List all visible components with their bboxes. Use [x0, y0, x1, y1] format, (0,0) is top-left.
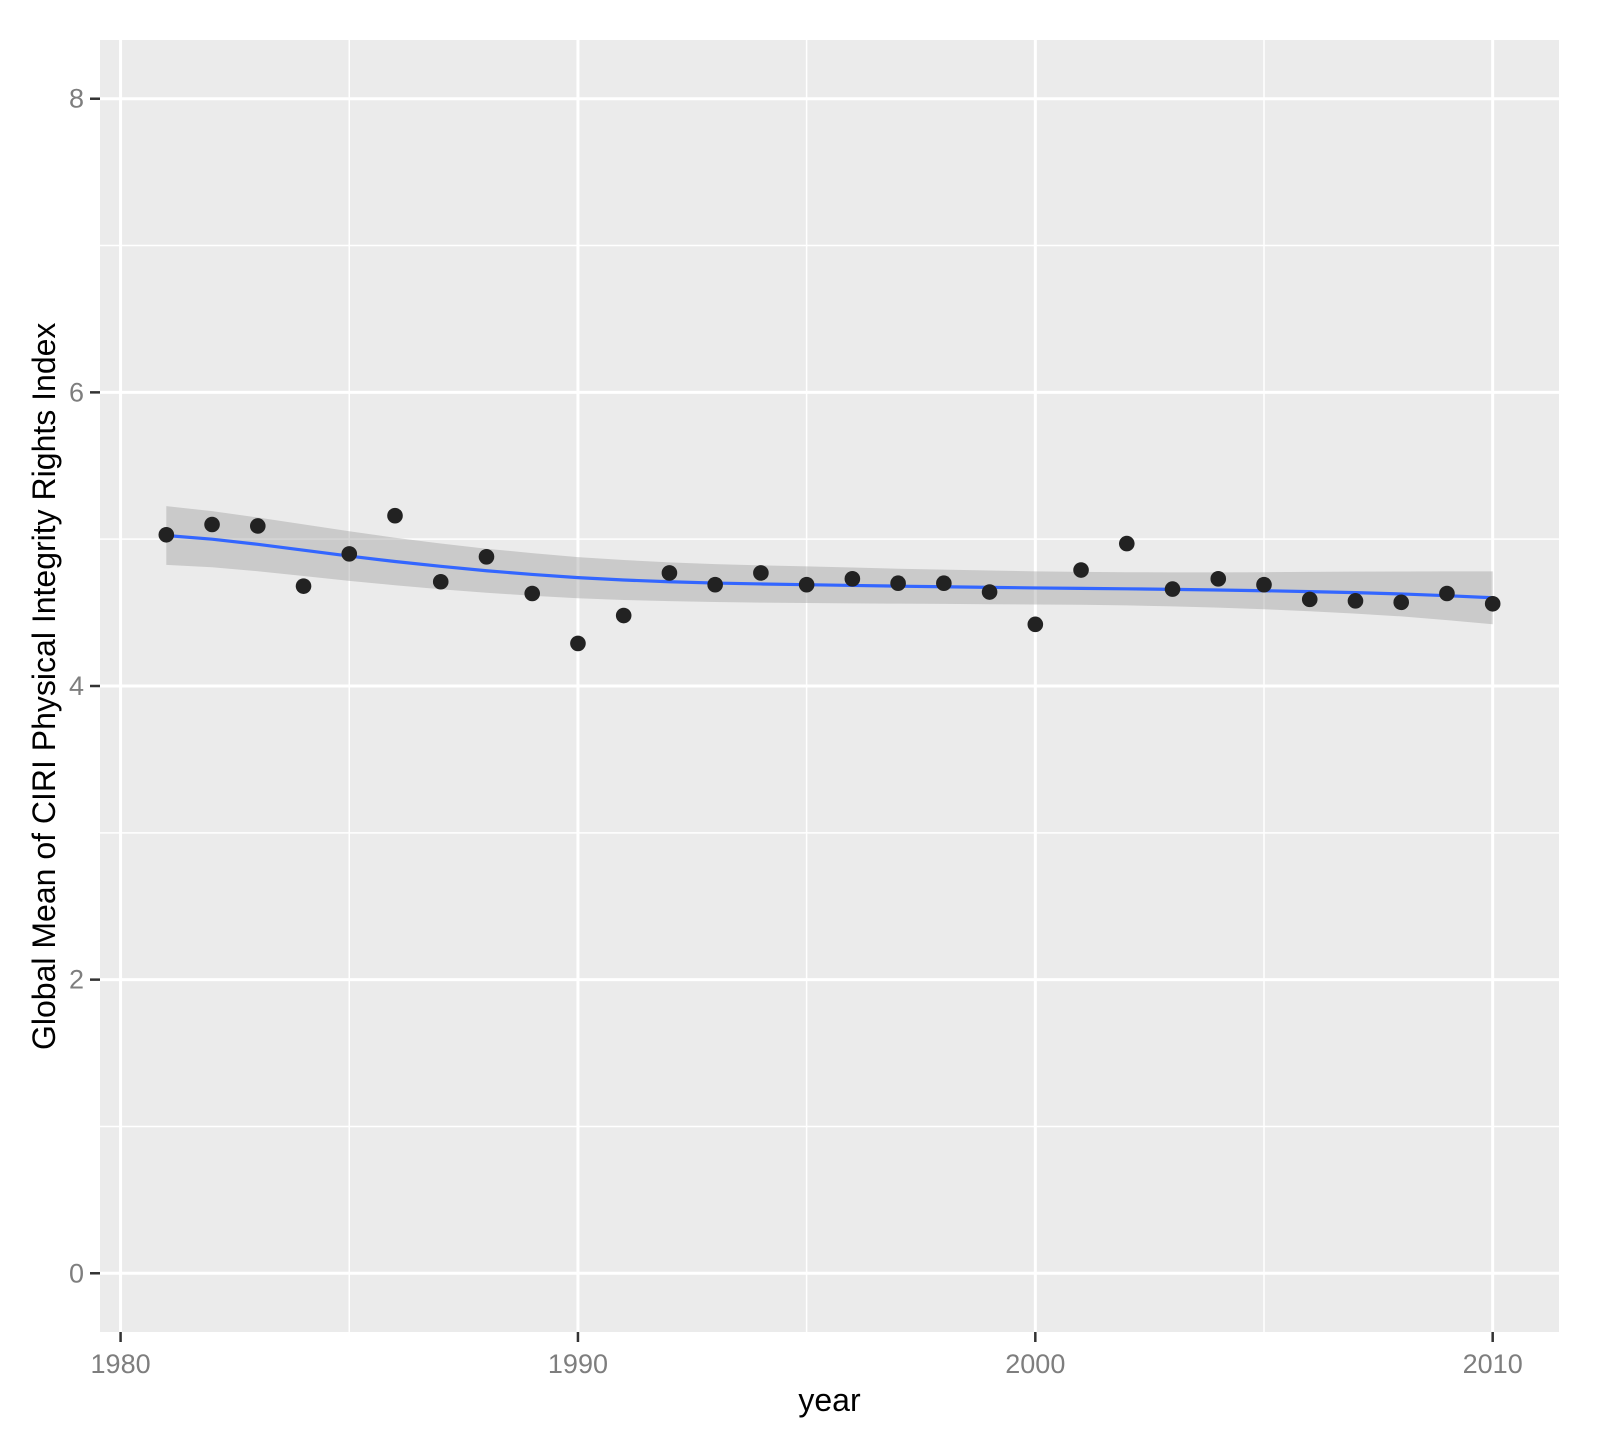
data-point-1998 [936, 575, 952, 592]
y-axis-title: Global Mean of CIRI Physical Integrity R… [26, 322, 62, 1050]
data-point-2002 [1118, 535, 1135, 552]
data-point-2007 [1347, 593, 1364, 609]
y-tick-label: 6 [69, 377, 84, 407]
data-point-1988 [478, 549, 495, 565]
data-point-1986 [387, 507, 403, 524]
data-point-2000 [1027, 616, 1044, 633]
x-axis-title: year [798, 1382, 861, 1418]
x-tick-label: 2010 [1463, 1349, 1523, 1379]
data-point-2004 [1210, 571, 1227, 587]
x-tick-label: 1980 [91, 1349, 151, 1379]
data-point-2003 [1164, 581, 1181, 597]
y-tick-label: 8 [69, 84, 84, 114]
data-point-1984 [295, 578, 312, 594]
data-point-1981 [158, 526, 175, 543]
data-point-1991 [615, 607, 632, 624]
y-tick-label: 0 [69, 1258, 84, 1288]
y-tick-label: 2 [69, 965, 84, 995]
data-point-1992 [661, 565, 678, 581]
data-point-2005 [1256, 576, 1272, 593]
confidence-ribbon [166, 506, 1493, 625]
data-point-2006 [1301, 591, 1318, 608]
data-point-1994 [753, 565, 769, 581]
data-point-1993 [707, 576, 723, 593]
data-point-2009 [1439, 585, 1455, 602]
data-point-1985 [341, 546, 358, 562]
data-point-1999 [981, 584, 998, 600]
data-point-1996 [844, 571, 861, 587]
data-point-1990 [570, 635, 586, 652]
data-point-2001 [1073, 562, 1089, 578]
smooth-line [164, 533, 1495, 600]
data-point-1983 [249, 518, 266, 534]
y-tick-label: 4 [69, 671, 84, 701]
x-tick-label: 1990 [548, 1349, 608, 1379]
data-point-1987 [432, 573, 449, 590]
data-point-2008 [1393, 594, 1410, 611]
data-point-1989 [524, 585, 541, 602]
x-tick-label: 2000 [1005, 1349, 1065, 1379]
data-point-1995 [798, 576, 815, 593]
data-point-1997 [890, 575, 906, 592]
data-point-2010 [1484, 595, 1501, 612]
data-point-1982 [204, 516, 220, 533]
